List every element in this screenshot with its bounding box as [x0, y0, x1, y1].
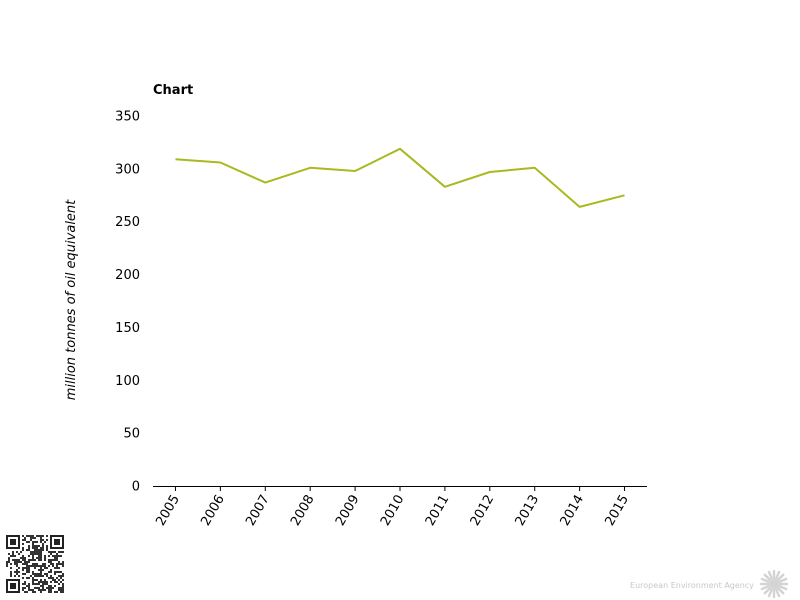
y-tick-label: 50	[123, 427, 140, 442]
y-tick-label: 150	[115, 321, 140, 336]
y-tick-label: 350	[115, 110, 140, 125]
x-tick-label: 2008	[288, 493, 318, 529]
x-tick-label: 2010	[378, 493, 408, 529]
eea-sun-logo-icon	[759, 569, 789, 599]
series-line	[175, 147, 625, 208]
x-tick-label: 2007	[243, 493, 273, 529]
agency-name: European Environment Agency	[630, 581, 754, 590]
x-tick-label: 2006	[198, 493, 228, 529]
y-axis-title: million tonnes of oil equivalent	[64, 199, 79, 400]
x-tick-label: 2005	[153, 493, 183, 529]
chart-title: Chart	[153, 83, 193, 98]
qr-code-icon	[6, 535, 64, 593]
x-tick-label: 2011	[423, 493, 453, 529]
y-tick-label: 200	[115, 268, 140, 283]
x-tick-label: 2015	[602, 493, 632, 529]
y-tick-label: 0	[132, 480, 140, 495]
y-tick-label: 300	[115, 162, 140, 177]
y-axis-ticks: 0 50 100 150 200 250 300 350	[115, 110, 140, 495]
x-tick-label: 2013	[513, 493, 543, 529]
y-tick-label: 100	[115, 374, 140, 389]
y-tick-label: 250	[115, 215, 140, 230]
x-axis-ticks: 2005 2006 2007 2008 2009 2010 2011 2012 2013 2014…	[153, 486, 632, 529]
x-tick-label: 2014	[558, 493, 588, 529]
series-group	[175, 147, 625, 208]
x-tick-label: 2009	[333, 493, 363, 529]
x-tick-label: 2012	[468, 493, 498, 529]
